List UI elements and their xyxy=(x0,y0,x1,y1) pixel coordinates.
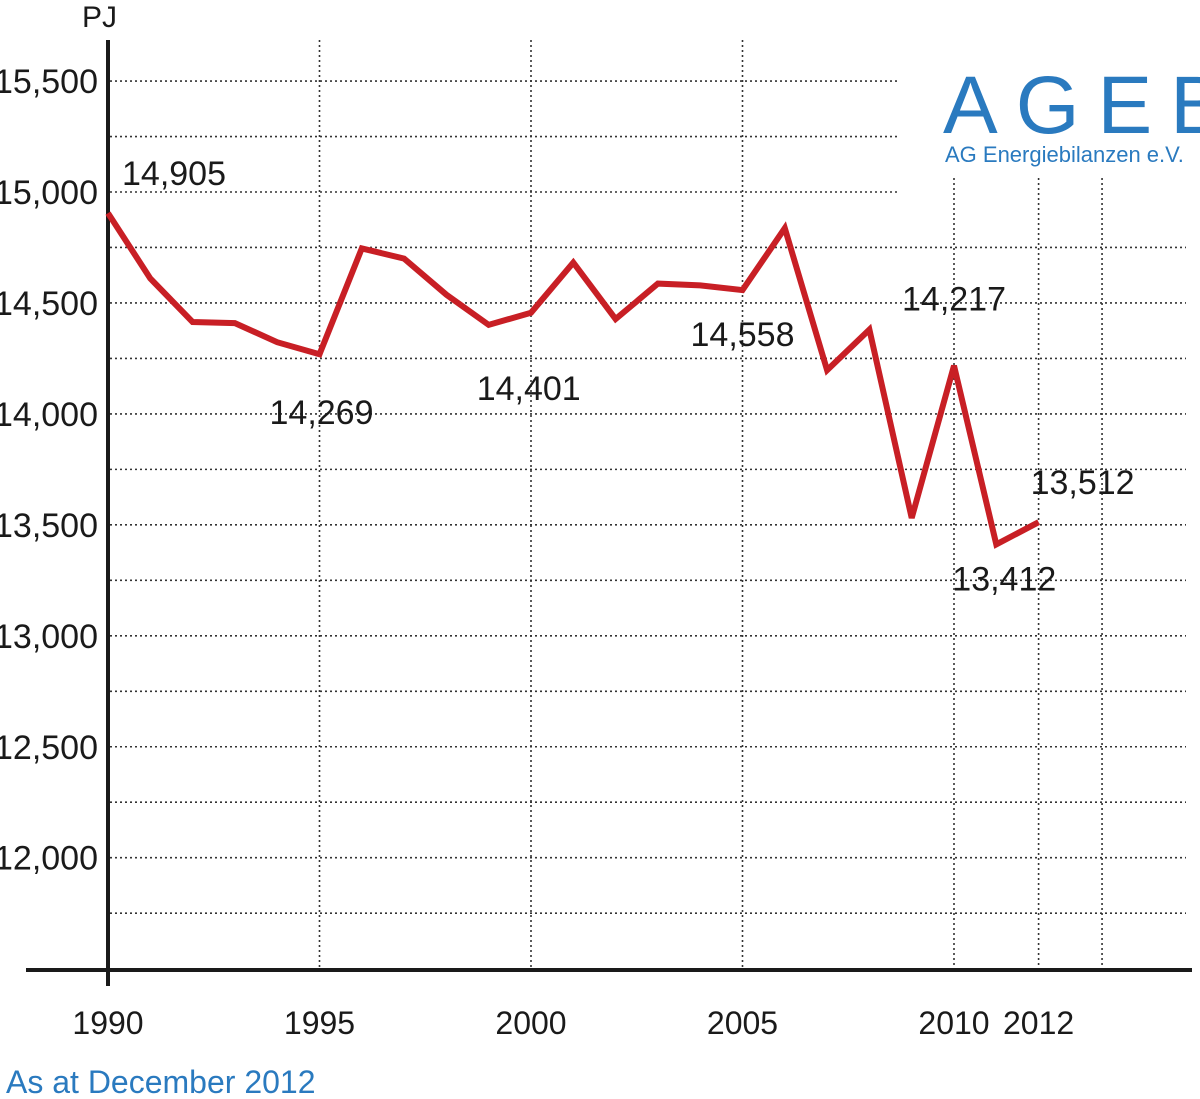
y-tick-label: 13,500 xyxy=(0,507,98,545)
data-labels: 14,905 14,269 14,401 14,558 14,217 13,412 13,5… xyxy=(122,155,1135,598)
y-tick-label: 12,000 xyxy=(0,840,98,878)
data-point xyxy=(909,515,915,521)
data-point xyxy=(274,339,280,345)
data-point xyxy=(782,225,788,231)
data-point xyxy=(866,327,872,333)
logo-wordmark: AGEB xyxy=(943,60,1200,151)
y-tick-label: 14,500 xyxy=(0,285,98,323)
data-point xyxy=(190,319,196,325)
data-point xyxy=(232,320,238,326)
data-label: 13,412 xyxy=(952,560,1056,598)
y-tick-label: 13,000 xyxy=(0,618,98,656)
data-label: 14,269 xyxy=(270,394,374,432)
data-point xyxy=(1036,519,1042,525)
data-point xyxy=(401,256,407,262)
y-tick-label: 15,500 xyxy=(0,63,98,101)
data-point xyxy=(655,281,661,287)
x-tick-label: 1995 xyxy=(284,1005,355,1041)
data-point xyxy=(317,351,323,357)
y-tick-label: 14,000 xyxy=(0,396,98,434)
data-point xyxy=(993,541,999,547)
data-point xyxy=(486,322,492,328)
y-tick-labels: 15,500 15,000 14,500 14,000 13,500 13,000 12,5… xyxy=(0,63,98,878)
y-tick-label: 12,500 xyxy=(0,729,98,767)
x-tick-label: 2010 xyxy=(918,1005,989,1041)
data-point xyxy=(740,287,746,293)
x-tick-labels: 1990 1995 2000 2005 2010 2012 xyxy=(72,1005,1074,1041)
y-axis-unit: PJ xyxy=(82,1,117,34)
footer-note: As at December 2012 xyxy=(6,1064,316,1099)
data-point xyxy=(443,292,449,298)
series-line xyxy=(105,211,1040,549)
x-tick-label: 2012 xyxy=(1003,1005,1074,1041)
data-label: 14,905 xyxy=(122,155,226,193)
x-tick-label: 2000 xyxy=(495,1005,566,1041)
data-label: 14,558 xyxy=(691,316,795,354)
data-point xyxy=(951,363,957,369)
data-point xyxy=(147,276,153,282)
data-point xyxy=(528,310,534,316)
data-label: 14,401 xyxy=(477,370,581,408)
data-point xyxy=(105,210,111,216)
data-point xyxy=(697,282,703,288)
y-tick-label: 15,000 xyxy=(0,174,98,212)
x-tick-label: 1990 xyxy=(72,1005,143,1041)
data-label: 13,512 xyxy=(1031,464,1135,502)
data-point xyxy=(824,367,830,373)
axes xyxy=(26,40,1192,986)
grid xyxy=(110,40,1186,970)
logo-subtitle: AG Energiebilanzen e.V. xyxy=(945,142,1184,167)
data-point xyxy=(359,245,365,251)
data-point xyxy=(570,260,576,266)
data-point xyxy=(613,316,619,322)
x-tick-label: 2005 xyxy=(707,1005,778,1041)
ageb-logo: AGEB AG Energiebilanzen e.V. xyxy=(943,60,1200,167)
data-label: 14,217 xyxy=(902,281,1006,319)
